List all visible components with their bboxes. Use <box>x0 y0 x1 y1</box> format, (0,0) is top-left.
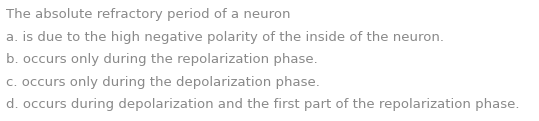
Text: c. occurs only during the depolarization phase.: c. occurs only during the depolarization… <box>6 76 320 89</box>
Text: a. is due to the high negative polarity of the inside of the neuron.: a. is due to the high negative polarity … <box>6 31 445 44</box>
Text: The absolute refractory period of a neuron: The absolute refractory period of a neur… <box>6 8 291 21</box>
Text: b. occurs only during the repolarization phase.: b. occurs only during the repolarization… <box>6 53 318 66</box>
Text: d. occurs during depolarization and the first part of the repolarization phase.: d. occurs during depolarization and the … <box>6 98 520 111</box>
